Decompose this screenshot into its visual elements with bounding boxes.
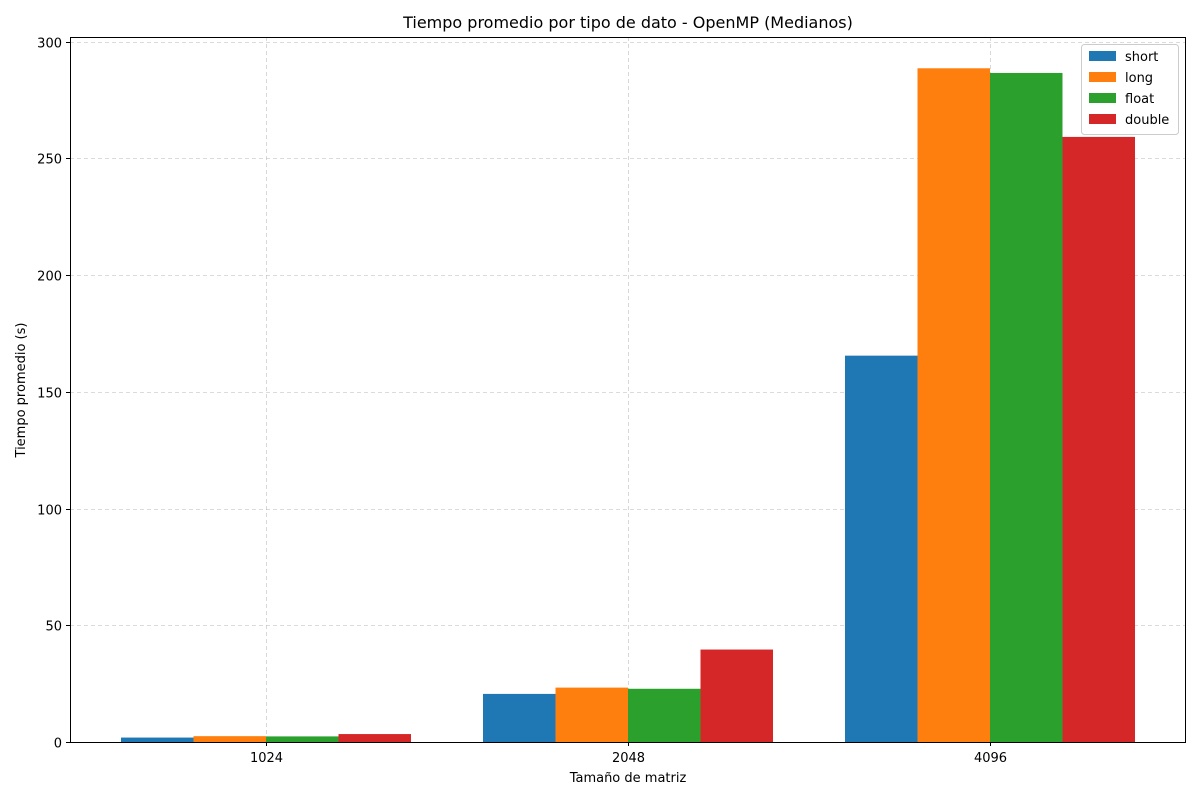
legend-label-short: short [1125,50,1158,65]
x-axis-label: Tamaño de matriz [569,771,687,786]
axis-ticks: 0 50 100 150 200 250 300 1024 2048 4096 [37,37,1007,767]
bar-short-1024 [121,737,194,742]
y-tick-label: 300 [37,37,62,52]
legend-label-long: long [1125,71,1153,86]
bar-double-4096 [1062,136,1135,742]
x-tick-label: 4096 [974,751,1007,766]
bar-float-2048 [628,688,701,742]
chart-title: Tiempo promedio por tipo de dato - OpenM… [402,13,853,32]
y-tick-label: 100 [37,504,62,519]
y-tick-label: 50 [45,620,62,635]
x-tick-label: 2048 [612,751,645,766]
legend-label-float: float [1125,92,1154,107]
bar-long-2048 [555,687,628,742]
bars [121,68,1135,743]
legend-swatch-short [1089,51,1116,61]
y-tick-label: 200 [37,270,62,285]
legend-swatch-long [1089,72,1116,82]
bar-short-2048 [483,693,556,742]
bar-short-4096 [845,355,918,742]
y-tick-label: 150 [37,387,62,402]
legend-box [1081,44,1179,135]
y-tick-label: 250 [37,153,62,168]
bar-long-4096 [917,68,990,743]
bar-long-1024 [193,736,266,742]
y-axis-label: Tiempo promedio (s) [14,323,29,459]
bar-double-2048 [700,649,773,742]
y-tick-label: 0 [54,737,62,752]
legend-label-double: double [1125,113,1169,128]
bar-float-1024 [266,736,339,742]
bar-float-4096 [990,72,1063,743]
legend-swatch-float [1089,93,1116,103]
legend: short long float double [1081,44,1179,135]
legend-swatch-double [1089,114,1116,124]
bar-double-1024 [338,734,411,742]
x-tick-label: 1024 [250,751,283,766]
